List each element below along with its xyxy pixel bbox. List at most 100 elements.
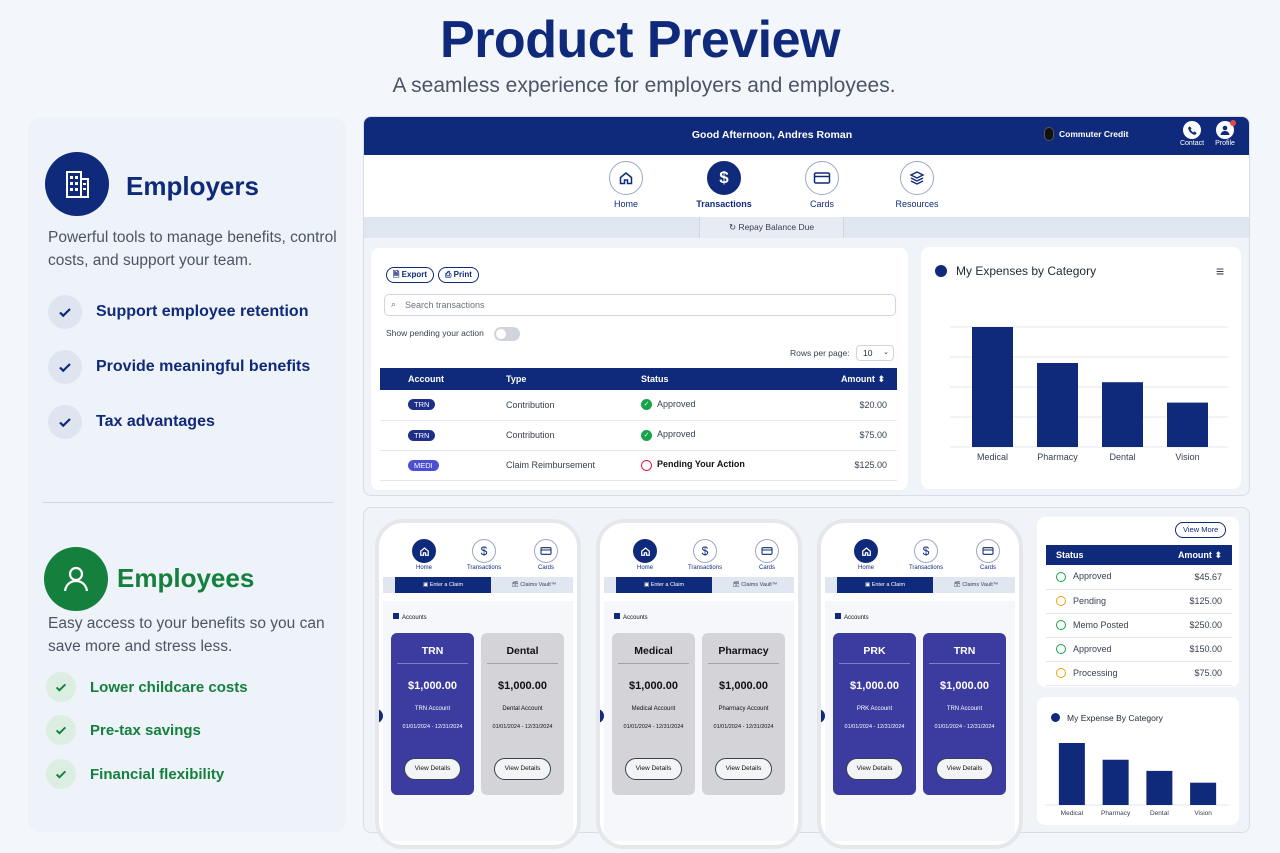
dollar-icon: $ (472, 539, 496, 563)
approved-icon: ✓ (641, 429, 652, 441)
phone-nav-label: Transactions (908, 565, 944, 571)
column-type[interactable]: Type (498, 368, 633, 390)
status-label: Approved (1073, 643, 1112, 654)
view-details-button[interactable]: View Details (715, 758, 772, 780)
nav-resources[interactable]: Resources (877, 161, 957, 209)
tick-label: Vision (1175, 452, 1199, 462)
phone-nav-cards[interactable]: Cards (963, 539, 1013, 571)
column-amount[interactable]: Amount ⬍ (1155, 545, 1232, 565)
nav-label: Cards (809, 199, 834, 209)
export-button[interactable]: 🗎 Export (386, 267, 435, 283)
profile-button[interactable]: Profile (1210, 120, 1240, 147)
view-details-button[interactable]: View Details (625, 758, 682, 780)
phone-tabs: ▣ Enter a Claim 🗃 Claims Vault™ (383, 577, 573, 593)
tab-enter-claim[interactable]: ▣ Enter a Claim (837, 577, 933, 593)
check-icon (46, 715, 76, 745)
notification-dot (1230, 120, 1236, 126)
wallet-icon (835, 613, 841, 619)
tab-enter-claim[interactable]: ▣ Enter a Claim (616, 577, 712, 593)
search-icon: ⌕ (391, 299, 397, 309)
accounts-section: Accounts Medical $1,000.00 Medical Accou… (604, 601, 794, 841)
tab-enter-claim[interactable]: ▣ Enter a Claim (395, 577, 491, 593)
status-row[interactable]: Pending $125.00 (1046, 589, 1232, 614)
commuter-credit-label: Commuter Credit (1059, 129, 1129, 139)
rows-per-page-select[interactable]: 10 ⌄ (856, 345, 894, 361)
bar-pharmacy[interactable] (1037, 363, 1078, 447)
card-icon (976, 539, 1000, 563)
phone-nav-label: Cards (537, 565, 554, 571)
repay-balance-button[interactable]: ↻ Repay Balance Due (699, 217, 844, 238)
nav-transactions[interactable]: $ Transactions (684, 161, 764, 209)
carousel-prev-icon[interactable] (600, 709, 604, 723)
phone-nav-home[interactable]: Home (620, 539, 670, 571)
column-amount[interactable]: Amount ⬍ (793, 368, 897, 390)
mini-chart-title: My Expense By Category (1067, 713, 1163, 723)
phone-nav-home[interactable]: Home (399, 539, 449, 571)
menu-icon[interactable]: ≡ (1216, 263, 1225, 279)
pending-toggle[interactable] (494, 327, 520, 341)
commuter-credit-selector[interactable]: Commuter Credit (1044, 127, 1128, 141)
carousel-prev-icon[interactable] (379, 709, 383, 723)
carousel-prev-icon[interactable] (821, 709, 825, 723)
search-input[interactable]: ⌕ Search transactions (384, 294, 896, 316)
tab-label: Enter a Claim (650, 582, 685, 588)
tick-label: Dental (1150, 810, 1169, 817)
status-row[interactable]: Processing $75.00 (1046, 661, 1232, 686)
phone-nav-transactions[interactable]: $ Transactions (901, 539, 951, 571)
feature-label: Tax advantages (96, 413, 215, 430)
bar-vision[interactable] (1190, 782, 1217, 805)
status-row[interactable]: Memo Posted $250.00 (1046, 613, 1232, 638)
chevron-down-icon: ⌄ (883, 349, 889, 356)
account-card[interactable]: TRN $1,000.00 TRN Account 01/01/2024 - 1… (923, 633, 1006, 795)
account-card[interactable]: Medical $1,000.00 Medical Account 01/01/… (612, 633, 695, 795)
wallet-icon (393, 613, 399, 619)
account-card-balance: $1,000.00 (850, 680, 899, 692)
account-card-type: TRN Account (946, 706, 983, 712)
bar-dental[interactable] (1102, 382, 1143, 447)
account-card-balance: $1,000.00 (408, 680, 457, 692)
view-details-button[interactable]: View Details (936, 758, 993, 780)
phone-nav-cards[interactable]: Cards (521, 539, 571, 571)
view-more-button[interactable]: View More (1175, 522, 1227, 538)
view-details-button[interactable]: View Details (404, 758, 461, 780)
bar-vision[interactable] (1167, 402, 1208, 447)
pie-chart-icon (1051, 713, 1060, 722)
column-status[interactable]: Status (633, 368, 793, 390)
home-icon (633, 539, 657, 563)
phone-nav-cards[interactable]: Cards (742, 539, 792, 571)
bar-pharmacy[interactable] (1102, 759, 1129, 805)
tab-claims-vault[interactable]: 🗃 Claims Vault™ (511, 582, 557, 588)
bar-dental[interactable] (1146, 770, 1173, 805)
account-card[interactable]: Pharmacy $1,000.00 Pharmacy Account 01/0… (702, 633, 785, 795)
phone-nav-transactions[interactable]: $ Transactions (680, 539, 730, 571)
feature-label: Provide meaningful benefits (96, 358, 311, 375)
table-row[interactable]: TRN Contribution ✓ Approved $75.00 (380, 420, 897, 451)
account-card-dates: 01/01/2024 - 12/31/2024 (623, 724, 684, 730)
nav-cards[interactable]: Cards (782, 161, 862, 209)
account-card[interactable]: PRK $1,000.00 PRK Account 01/01/2024 - 1… (833, 633, 916, 795)
view-details-button[interactable]: View Details (846, 758, 903, 780)
dollar-icon: $ (914, 539, 938, 563)
column-status[interactable]: Status (1046, 545, 1156, 565)
status-row[interactable]: Approved $45.67 (1046, 565, 1232, 590)
phone-nav-home[interactable]: Home (841, 539, 891, 571)
nav-home[interactable]: Home (586, 161, 666, 209)
column-account[interactable]: Account (380, 368, 498, 390)
status-row[interactable]: Approved $150.00 (1046, 637, 1232, 662)
print-button[interactable]: ⎙ Print (438, 267, 479, 283)
table-row[interactable]: TRN Contribution ✓ Approved $20.00 (380, 390, 897, 421)
tab-claims-vault[interactable]: 🗃 Claims Vault™ (732, 582, 778, 588)
bar-medical[interactable] (972, 327, 1013, 447)
view-details-button[interactable]: View Details (494, 758, 551, 780)
contact-button[interactable]: Contact (1176, 121, 1208, 147)
row-status: Pending Your Action (657, 459, 745, 470)
table-row[interactable]: MEDI Claim Reimbursement Pending Your Ac… (380, 450, 897, 481)
bar-medical[interactable] (1058, 743, 1085, 805)
account-card[interactable]: TRN $1,000.00 TRN Account 01/01/2024 - 1… (391, 633, 474, 795)
phone-nav-transactions[interactable]: $ Transactions (459, 539, 509, 571)
tab-claims-vault[interactable]: 🗃 Claims Vault™ (953, 582, 999, 588)
account-card-dates: 01/01/2024 - 12/31/2024 (934, 724, 995, 730)
accounts-label: Accounts (402, 615, 427, 621)
account-card[interactable]: Dental $1,000.00 Dental Account 01/01/20… (481, 633, 564, 795)
check-icon (48, 350, 82, 384)
